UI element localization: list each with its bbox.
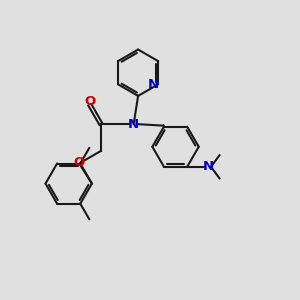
Text: N: N [147, 78, 158, 91]
Text: O: O [74, 156, 85, 169]
Text: N: N [202, 160, 214, 173]
Text: O: O [84, 95, 95, 108]
Text: N: N [128, 118, 139, 130]
